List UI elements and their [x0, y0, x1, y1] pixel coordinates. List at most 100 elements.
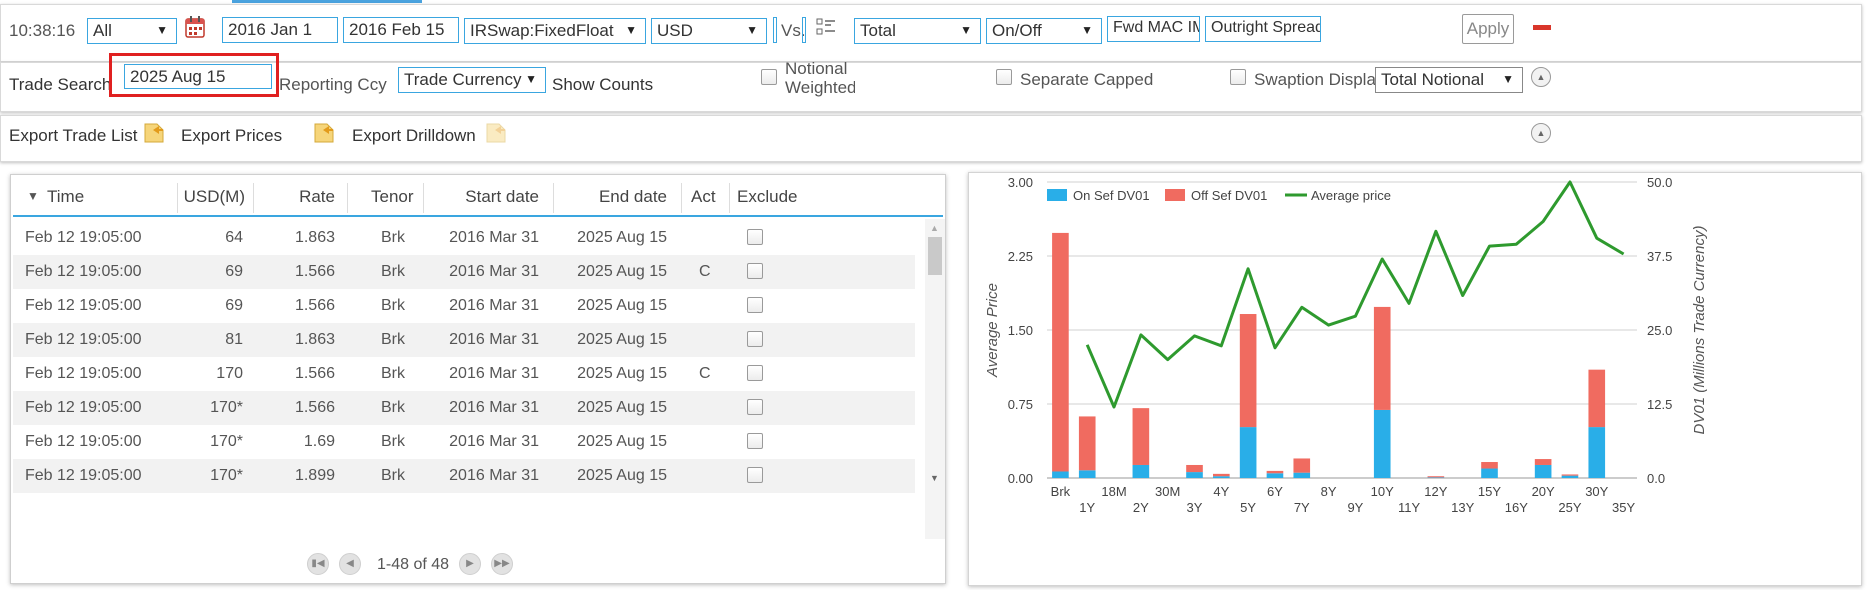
currency-select[interactable]: USD [651, 18, 767, 44]
calendar-icon[interactable] [185, 16, 205, 43]
vertical-scrollbar[interactable]: ▲ ▼ [925, 219, 945, 539]
cell-usd: 69 [225, 263, 243, 280]
exclude-checkbox[interactable] [747, 229, 763, 245]
cell-end: 2025 Aug 15 [577, 263, 667, 280]
swaption-display-checkbox[interactable] [1230, 69, 1246, 85]
x-tick-label: 8Y [1321, 484, 1337, 499]
y-right-tick-label: 50.0 [1647, 175, 1672, 190]
cell-rate: 1.863 [294, 331, 335, 348]
cell-end: 2025 Aug 15 [577, 399, 667, 416]
legend-label: On Sef DV01 [1073, 188, 1150, 203]
reporting-ccy-select[interactable]: Trade Currency [398, 67, 546, 93]
col-time[interactable]: Time [47, 187, 85, 206]
table-row[interactable]: Feb 12 19:05:00 69 1.566 Brk 2016 Mar 31 2025… [13, 289, 915, 323]
total-select[interactable]: Total [854, 18, 981, 44]
swaption-display-select[interactable]: Total Notional [1375, 67, 1523, 93]
bar-off-sef [1481, 462, 1498, 469]
cell-time: Feb 12 19:05:00 [25, 399, 142, 416]
y-right-tick-label: 37.5 [1647, 249, 1672, 264]
x-tick-label: 9Y [1347, 500, 1363, 515]
col-exclude[interactable]: Exclude [737, 187, 798, 206]
notional-weighted-checkbox[interactable] [761, 69, 777, 85]
cell-start: 2016 Mar 31 [449, 467, 539, 484]
bar-on-sef [1534, 464, 1552, 478]
fwd-select[interactable]: Fwd MAC IMM [1107, 16, 1200, 42]
on-off-select[interactable]: On/Off [986, 18, 1102, 44]
dv01-chart: 0.00 0.75 1.50 2.25 3.00 0.0 12.5 25.0 37.5 50.0 A… [984, 175, 1708, 515]
export-icon[interactable] [485, 120, 507, 149]
exclude-checkbox[interactable] [747, 297, 763, 313]
cell-tenor: Brk [381, 467, 405, 484]
col-rate[interactable]: Rate [299, 187, 335, 206]
table-row[interactable]: Feb 12 19:05:00 170* 1.899 Brk 2016 Mar 31 20… [13, 459, 915, 493]
scroll-thumb[interactable] [928, 237, 942, 275]
product-select[interactable]: IRSwap:FixedFloat [464, 18, 646, 44]
x-tick-label: 1Y [1079, 500, 1095, 515]
next-page-icon[interactable]: ▶ [459, 553, 481, 575]
col-act[interactable]: Act [691, 187, 716, 206]
export-icon[interactable] [313, 120, 335, 149]
table-row[interactable]: Feb 12 19:05:00 170* 1.69 Brk 2016 Mar 31 202… [13, 425, 915, 459]
collapse-icon[interactable]: ▲ [1531, 123, 1551, 143]
bar-off-sef [1427, 476, 1445, 478]
cell-start: 2016 Mar 31 [449, 399, 539, 416]
table-row[interactable]: Feb 12 19:05:00 170 1.566 Brk 2016 Mar 31 202… [13, 357, 915, 391]
table-row[interactable]: Feb 12 19:05:00 170* 1.566 Brk 2016 Mar 31 20… [13, 391, 915, 425]
sort-desc-icon[interactable]: ▼ [27, 189, 39, 203]
col-end-date[interactable]: End date [598, 187, 667, 206]
col-tenor[interactable]: Tenor [371, 187, 414, 206]
table-row[interactable]: Feb 12 19:05:00 81 1.863 Brk 2016 Mar 31 2025… [13, 323, 915, 357]
prev-page-icon[interactable]: ◀ [339, 553, 361, 575]
collapse-icon[interactable]: ▲ [1531, 67, 1551, 87]
exclude-checkbox[interactable] [747, 365, 763, 381]
separate-capped-checkbox[interactable] [996, 69, 1012, 85]
cell-time: Feb 12 19:05:00 [25, 467, 142, 484]
exclude-checkbox[interactable] [747, 331, 763, 347]
table-row[interactable]: Feb 12 19:05:00 64 1.863 Brk 2016 Mar 31 2025… [13, 221, 915, 255]
date-to-input[interactable]: 2016 Feb 15 [343, 17, 459, 43]
bar-off-sef [1132, 408, 1150, 465]
grid-header: ▼ Time USD(M) Rate Tenor Start date End … [13, 179, 943, 217]
table-row[interactable]: Feb 12 19:05:00 69 1.566 Brk 2016 Mar 31 2025… [13, 255, 915, 289]
date-from-input[interactable]: 2016 Jan 1 [222, 17, 338, 43]
scope-select[interactable]: All [87, 18, 177, 44]
pager: ▮◀ ◀ 1-48 of 48 ▶ ▶▶ [11, 545, 947, 583]
legend-swatch [1047, 189, 1067, 201]
exclude-checkbox[interactable] [747, 263, 763, 279]
y-right-tick-label: 12.5 [1647, 397, 1672, 412]
cell-time: Feb 12 19:05:00 [25, 365, 142, 382]
y-left-tick-label: 0.00 [1008, 471, 1033, 486]
cell-start: 2016 Mar 31 [449, 263, 539, 280]
bar-off-sef [1186, 464, 1203, 473]
minus-icon[interactable] [1533, 25, 1551, 30]
trade-search-input[interactable]: 2025 Aug 15 [124, 64, 272, 89]
average-price-line [1085, 180, 1625, 409]
swaption-display-label: Swaption Display [1254, 70, 1385, 89]
legend-label: Average price [1311, 188, 1391, 203]
cell-rate: 1.863 [294, 229, 335, 246]
clock: 10:38:16 [9, 21, 76, 40]
exclude-checkbox[interactable] [747, 399, 763, 415]
first-page-icon[interactable]: ▮◀ [307, 553, 329, 575]
x-tick-label: 11Y [1398, 500, 1420, 515]
x-tick-label: 16Y [1505, 500, 1528, 515]
list-settings-icon[interactable] [816, 17, 836, 44]
col-usd[interactable]: USD(M) [183, 187, 245, 206]
export-prices-label: Export Prices [181, 126, 283, 145]
cell-end: 2025 Aug 15 [577, 297, 667, 314]
apply-button[interactable]: Apply [1462, 14, 1514, 44]
outright-spreads-select[interactable]: Outright Spreads [1205, 16, 1321, 42]
scroll-down-icon[interactable]: ▼ [930, 473, 939, 483]
last-page-icon[interactable]: ▶▶ [491, 553, 513, 575]
bar-off-sef [1239, 314, 1257, 428]
exclude-checkbox[interactable] [747, 433, 763, 449]
x-tick-label: 12Y [1424, 484, 1447, 499]
cell-rate: 1.566 [294, 297, 335, 314]
scroll-up-icon[interactable]: ▲ [930, 223, 939, 233]
col-start-date[interactable]: Start date [465, 187, 539, 206]
cell-act: C [699, 365, 711, 382]
export-icon[interactable] [143, 120, 165, 149]
exclude-checkbox[interactable] [747, 467, 763, 483]
cell-usd: 170* [210, 433, 243, 450]
bar-on-sef [1373, 409, 1391, 478]
